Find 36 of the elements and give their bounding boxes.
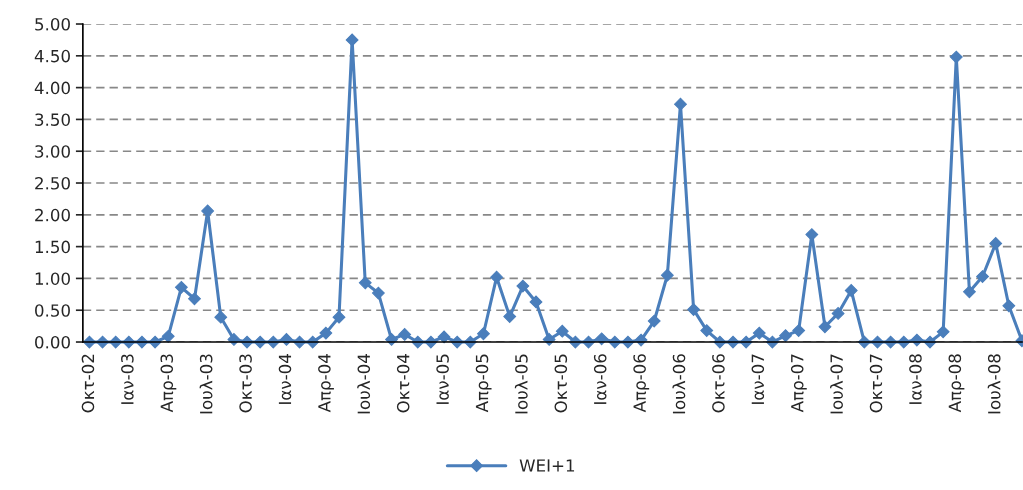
- x-tick-label: Ιαν-06: [593, 354, 607, 404]
- x-tick-label: Απρ-04: [318, 354, 334, 413]
- x-tick-label: Ιαν-05: [436, 354, 449, 404]
- x-tick-label: Οκτ-04: [396, 354, 410, 413]
- x-tick-label: Ιουλ-05: [514, 354, 528, 414]
- x-tick-label: Ιαν-07: [751, 354, 765, 404]
- x-tick-label: Ιουλ-04: [357, 354, 371, 414]
- x-tick-label: Ιουλ-07: [830, 354, 843, 414]
- y-tick-label: 2.50: [35, 176, 70, 190]
- x-tick-label: Οκτ-03: [239, 354, 252, 413]
- y-tick-label: 2.00: [35, 208, 70, 222]
- y-tick-label: 5.00: [35, 17, 70, 31]
- x-tick-label: Οκτ-06: [712, 354, 725, 413]
- x-tick-label: Ιουλ-08: [987, 354, 1001, 414]
- y-tick-label: 3.00: [35, 145, 70, 158]
- x-tick-label: Ιαν-03: [121, 354, 134, 404]
- x-tick-label: Απρ-05: [475, 354, 492, 413]
- x-tick-label: Οκτ-07: [869, 354, 883, 413]
- x-tick-label: Απρ-06: [633, 354, 650, 413]
- y-tick-label: 0.00: [35, 335, 70, 349]
- x-tick-label: Απρ-07: [790, 354, 807, 413]
- legend-label: WEI+1: [519, 459, 575, 472]
- x-tick-label: Απρ-03: [160, 354, 177, 413]
- y-tick-label: 1.00: [35, 272, 70, 285]
- x-tick-label: Ιουλ-06: [672, 354, 686, 414]
- x-tick-label: Οκτ-02: [81, 354, 95, 413]
- x-tick-label: Ιαν-08: [909, 354, 922, 404]
- y-tick-label: 4.00: [34, 81, 70, 95]
- y-tick-label: 4.50: [34, 49, 70, 63]
- x-tick-label: Ιουλ-03: [199, 354, 213, 414]
- y-tick-label: 0.50: [35, 304, 70, 317]
- x-tick-label: Απρ-08: [948, 354, 965, 413]
- y-tick-label: 1.50: [35, 240, 70, 254]
- x-tick-label: Ιαν-04: [278, 354, 292, 404]
- y-tick-label: 3.50: [35, 113, 70, 126]
- x-tick-label: Οκτ-05: [554, 354, 568, 413]
